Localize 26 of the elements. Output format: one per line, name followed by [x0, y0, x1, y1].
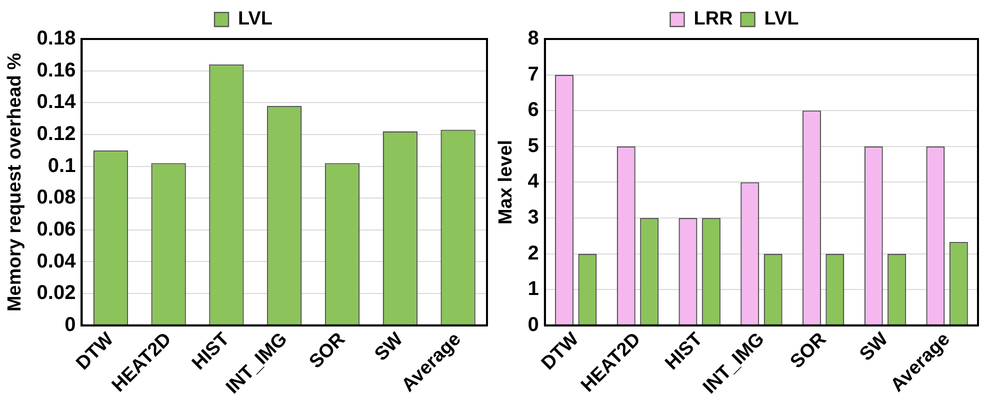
y-tick-label: 0.02	[36, 282, 76, 304]
y-tick-label: 0.14	[36, 91, 77, 114]
y-tick-label: 0.18	[36, 28, 76, 50]
x-tick-label: SW	[856, 328, 892, 366]
y-axis-title: Memory request overhead %	[4, 52, 26, 312]
legend-label: LRR	[694, 8, 734, 30]
y-tick-label: 0.04	[36, 250, 77, 272]
y-tick-label: 0.08	[36, 186, 76, 209]
y-axis-title: Max level	[496, 140, 517, 224]
y-tick-label: 6	[528, 99, 539, 122]
x-tick-label: SW	[370, 328, 408, 366]
y-tick-label: 0.06	[36, 218, 76, 240]
y-tick-label: 1	[528, 278, 539, 300]
y-tick-label: 0.1	[48, 154, 76, 177]
legend-label: LVL	[764, 8, 800, 30]
legend-label: LVL	[238, 8, 273, 30]
y-tick-label: 0.12	[36, 122, 76, 145]
y-tick-label: 0.16	[36, 59, 76, 82]
y-tick-label: 2	[528, 242, 539, 264]
y-tick-label: 3	[528, 206, 539, 229]
y-tick-label: 0	[64, 314, 76, 336]
y-tick-label: 0	[528, 314, 539, 336]
y-tick-label: 7	[528, 63, 539, 86]
y-tick-label: 5	[528, 134, 539, 157]
y-tick-label: 8	[528, 28, 539, 50]
y-tick-label: 4	[528, 170, 540, 193]
